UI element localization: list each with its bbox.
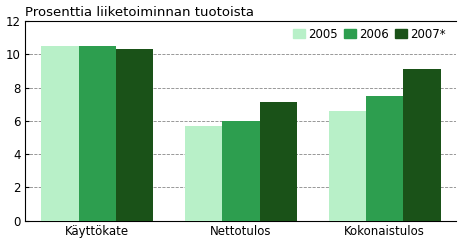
Bar [185, 126, 222, 221]
Bar [366, 96, 403, 221]
Bar [41, 46, 79, 221]
Text: Prosenttia liiketoiminnan tuotoista: Prosenttia liiketoiminnan tuotoista [25, 6, 255, 19]
Bar [328, 111, 366, 221]
Bar [79, 46, 116, 221]
Bar [260, 102, 297, 221]
Bar [403, 69, 441, 221]
Bar [116, 49, 153, 221]
Bar [222, 121, 260, 221]
Legend: 2005, 2006, 2007*: 2005, 2006, 2007* [288, 23, 450, 45]
